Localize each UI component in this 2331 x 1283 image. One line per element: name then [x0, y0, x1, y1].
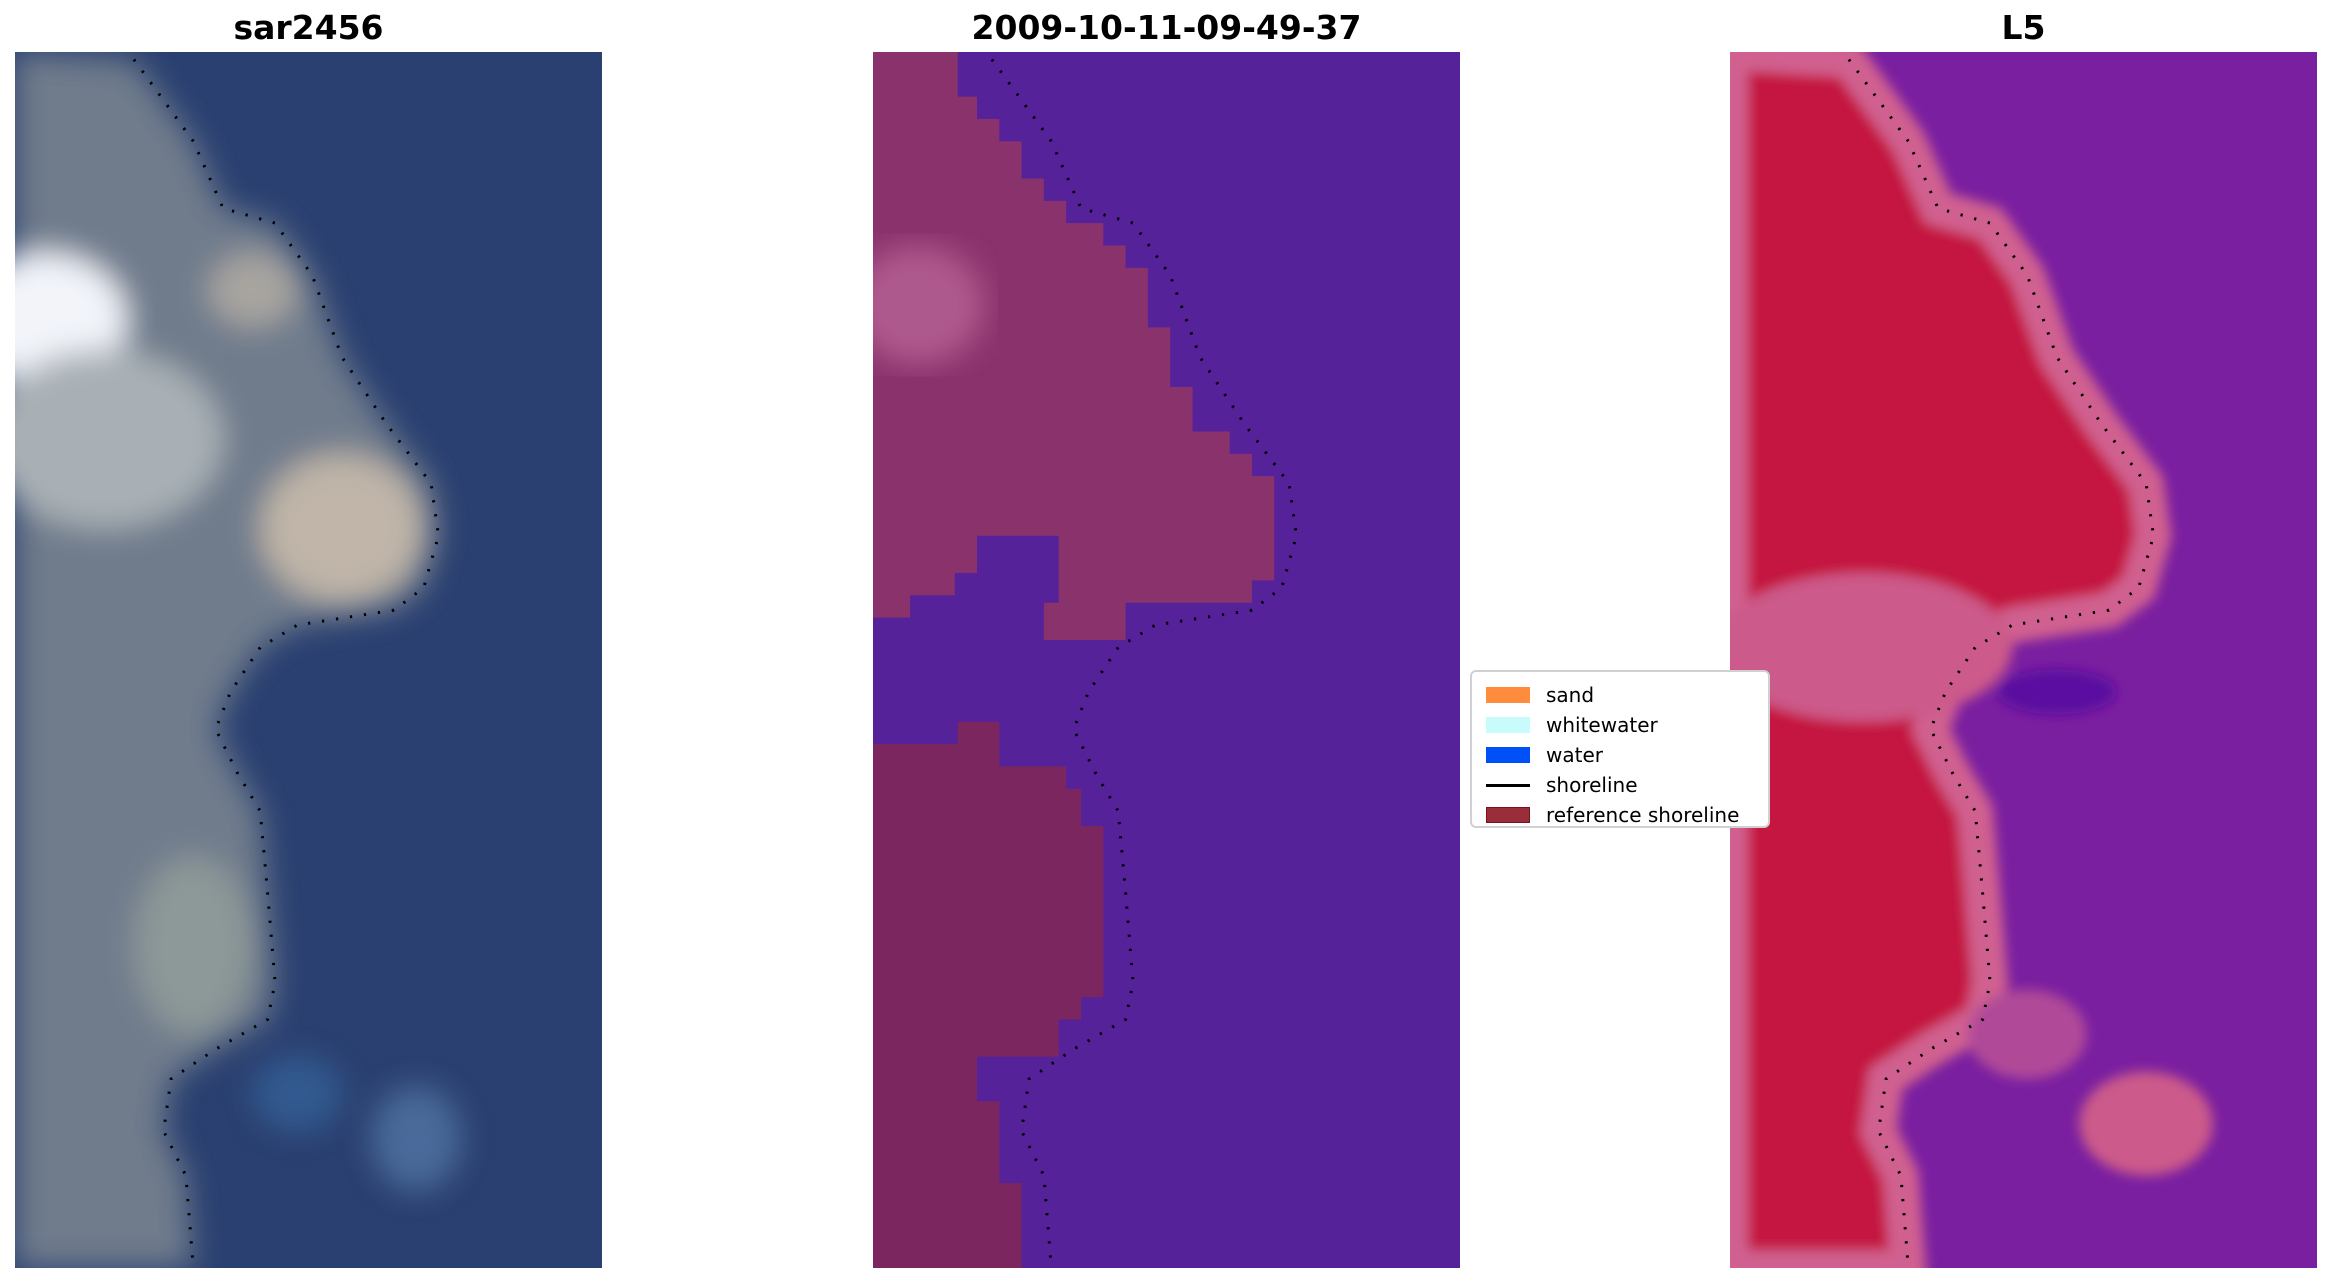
- rgb-image-panel: [15, 52, 602, 1268]
- legend-item-water: water: [1486, 740, 1768, 770]
- water-swatch: [1486, 747, 1530, 763]
- legend-item-reference-shoreline: reference shoreline: [1486, 800, 1768, 830]
- title-index: L5: [2001, 8, 2046, 47]
- title-rgb: sar2456: [233, 8, 384, 47]
- whitewater-swatch: [1486, 717, 1530, 733]
- class-land-south: [873, 721, 1104, 1268]
- reference-shoreline-swatch: [1486, 807, 1530, 823]
- sand-swatch: [1486, 687, 1530, 703]
- title-classified: 2009-10-11-09-49-37: [971, 8, 1362, 47]
- legend-item-sand: sand: [1486, 680, 1768, 710]
- shoreline-swatch: [1486, 783, 1530, 787]
- legend-item-shoreline: shoreline: [1486, 770, 1768, 800]
- legend: sand whitewater water shoreline referenc…: [1470, 670, 1770, 828]
- class-land-north: [873, 52, 1275, 640]
- classified-image-panel: [873, 52, 1460, 1268]
- index-image-panel: [1730, 52, 2317, 1268]
- legend-item-whitewater: whitewater: [1486, 710, 1768, 740]
